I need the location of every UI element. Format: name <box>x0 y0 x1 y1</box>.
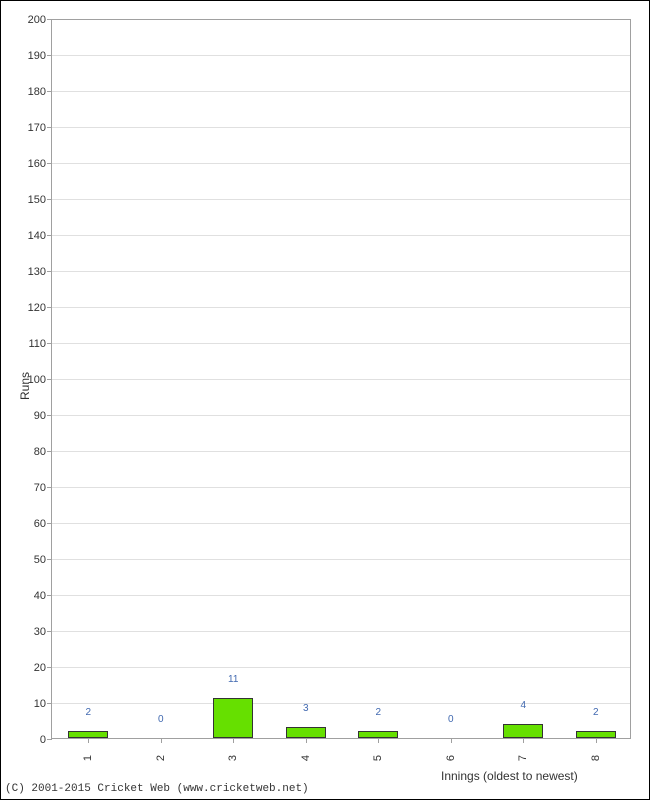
ytick-label: 130 <box>28 266 46 278</box>
bar <box>358 731 398 738</box>
xtick-mark <box>161 738 162 743</box>
bar <box>286 727 326 738</box>
ytick-mark <box>47 667 52 668</box>
ytick-label: 80 <box>34 446 46 458</box>
bar-value-label: 2 <box>593 707 599 718</box>
ytick-label: 90 <box>34 410 46 422</box>
bar <box>576 731 616 738</box>
ytick-mark <box>47 127 52 128</box>
bar <box>503 724 543 738</box>
ytick-mark <box>47 163 52 164</box>
ytick-label: 160 <box>28 158 46 170</box>
ytick-mark <box>47 55 52 56</box>
gridline <box>52 91 630 92</box>
xtick-label: 4 <box>300 755 312 761</box>
ytick-mark <box>47 595 52 596</box>
ytick-label: 50 <box>34 554 46 566</box>
ytick-label: 150 <box>28 194 46 206</box>
ytick-label: 70 <box>34 482 46 494</box>
xtick-mark <box>596 738 597 743</box>
ytick-mark <box>47 235 52 236</box>
ytick-label: 110 <box>28 338 46 350</box>
ytick-label: 200 <box>28 14 46 26</box>
xtick-mark <box>451 738 452 743</box>
ytick-label: 190 <box>28 50 46 62</box>
gridline <box>52 631 630 632</box>
ytick-mark <box>47 523 52 524</box>
xtick-label: 7 <box>517 755 529 761</box>
gridline <box>52 235 630 236</box>
xtick-label: 5 <box>372 755 384 761</box>
gridline <box>52 127 630 128</box>
xtick-label: 6 <box>445 755 457 761</box>
xtick-label: 2 <box>155 755 167 761</box>
gridline <box>52 271 630 272</box>
bar-value-label: 4 <box>520 700 526 711</box>
ytick-label: 180 <box>28 86 46 98</box>
gridline <box>52 667 630 668</box>
bar-value-label: 2 <box>85 707 91 718</box>
x-axis-label: Innings (oldest to newest) <box>441 769 578 783</box>
ytick-mark <box>47 19 52 20</box>
gridline <box>52 307 630 308</box>
ytick-label: 40 <box>34 590 46 602</box>
gridline <box>52 595 630 596</box>
ytick-label: 10 <box>34 698 46 710</box>
gridline <box>52 55 630 56</box>
xtick-mark <box>88 738 89 743</box>
xtick-mark <box>233 738 234 743</box>
gridline <box>52 487 630 488</box>
xtick-mark <box>523 738 524 743</box>
ytick-mark <box>47 199 52 200</box>
ytick-label: 20 <box>34 662 46 674</box>
gridline <box>52 343 630 344</box>
xtick-label: 1 <box>82 755 94 761</box>
xtick-mark <box>306 738 307 743</box>
ytick-mark <box>47 91 52 92</box>
y-axis-label: Runs <box>18 372 32 400</box>
ytick-mark <box>47 379 52 380</box>
ytick-mark <box>47 631 52 632</box>
ytick-mark <box>47 307 52 308</box>
chart-container: 0102030405060708090100110120130140150160… <box>0 0 650 800</box>
bar-value-label: 0 <box>158 714 164 725</box>
bar-value-label: 2 <box>375 707 381 718</box>
plot-area: 0102030405060708090100110120130140150160… <box>51 19 631 739</box>
ytick-mark <box>47 271 52 272</box>
xtick-label: 3 <box>227 755 239 761</box>
ytick-label: 120 <box>28 302 46 314</box>
gridline <box>52 451 630 452</box>
xtick-label: 8 <box>590 755 602 761</box>
bar-value-label: 3 <box>303 703 309 714</box>
ytick-label: 30 <box>34 626 46 638</box>
ytick-mark <box>47 703 52 704</box>
gridline <box>52 415 630 416</box>
ytick-label: 170 <box>28 122 46 134</box>
bar-value-label: 0 <box>448 714 454 725</box>
ytick-label: 60 <box>34 518 46 530</box>
bar <box>68 731 108 738</box>
bar-value-label: 11 <box>228 674 238 685</box>
copyright-text: (C) 2001-2015 Cricket Web (www.cricketwe… <box>5 783 309 795</box>
gridline <box>52 523 630 524</box>
xtick-mark <box>378 738 379 743</box>
ytick-mark <box>47 343 52 344</box>
ytick-mark <box>47 739 52 740</box>
gridline <box>52 199 630 200</box>
ytick-label: 0 <box>40 734 46 746</box>
ytick-mark <box>47 487 52 488</box>
ytick-mark <box>47 451 52 452</box>
gridline <box>52 559 630 560</box>
gridline <box>52 703 630 704</box>
ytick-mark <box>47 559 52 560</box>
gridline <box>52 379 630 380</box>
ytick-mark <box>47 415 52 416</box>
bar <box>213 698 253 738</box>
ytick-label: 140 <box>28 230 46 242</box>
gridline <box>52 163 630 164</box>
